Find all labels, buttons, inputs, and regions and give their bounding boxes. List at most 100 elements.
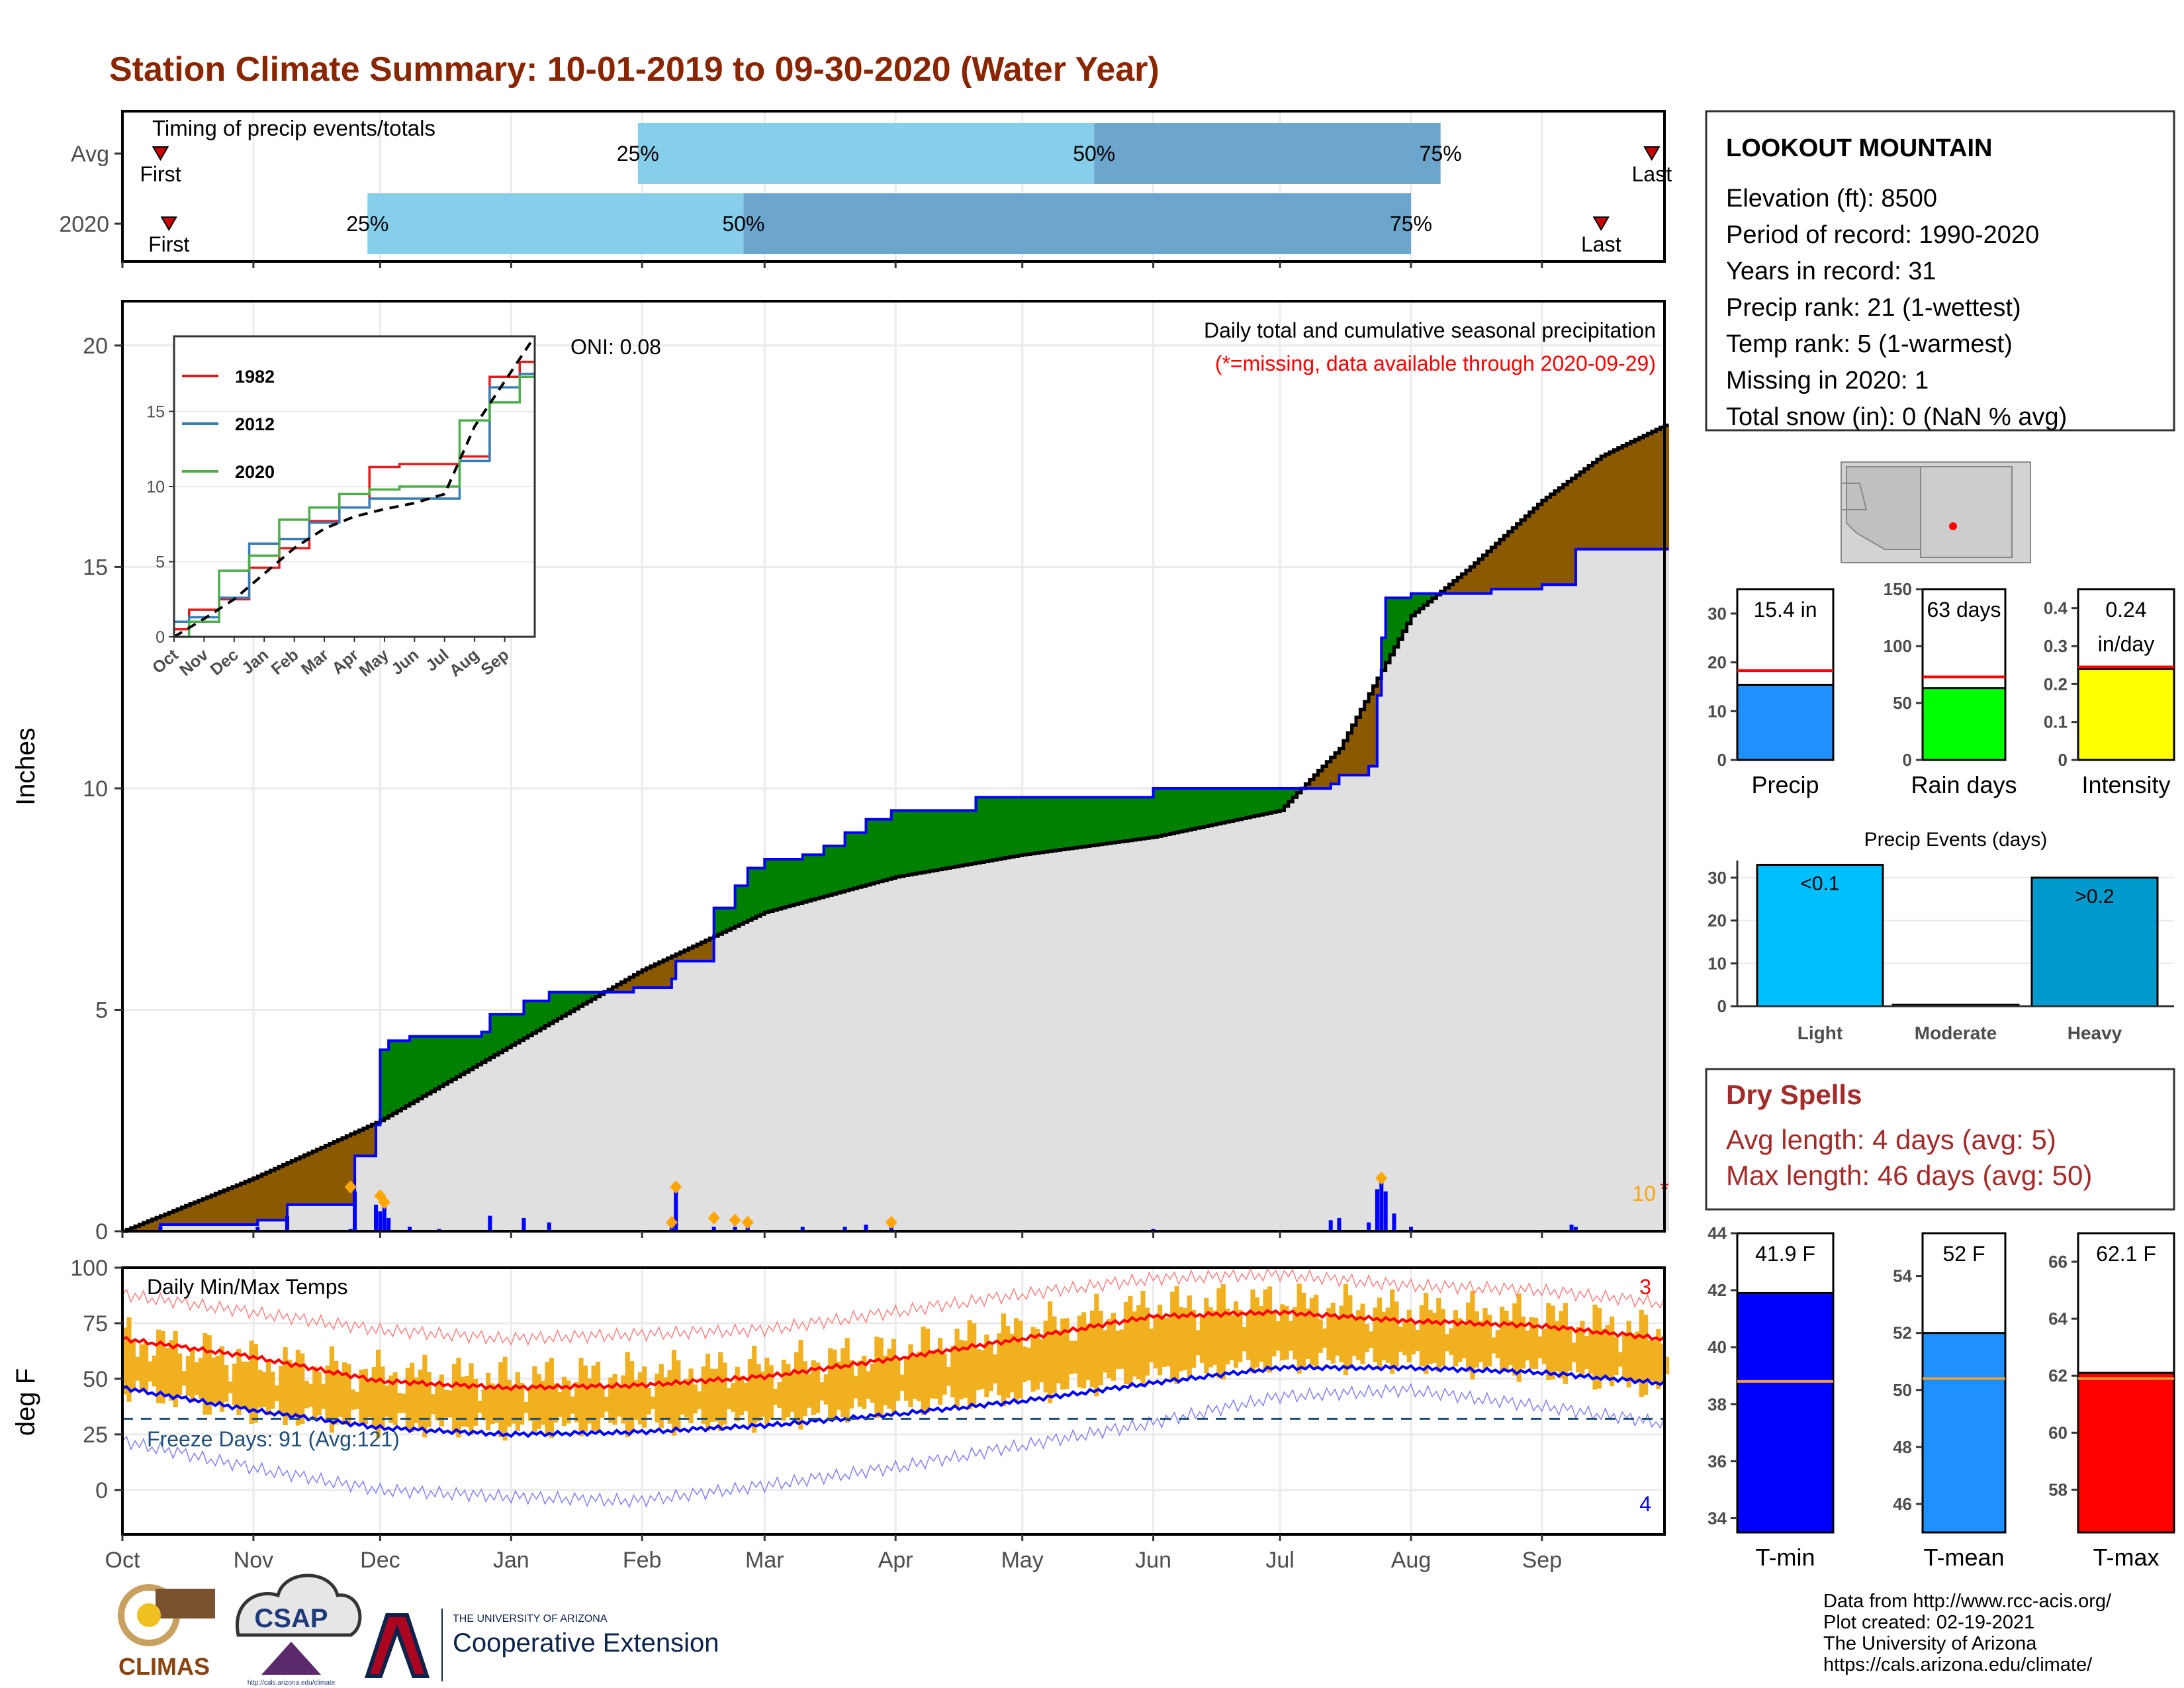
temps-ytick-label: 50 [83,1367,108,1392]
precip-below-avg-fill [1643,435,1649,549]
daily-precip-bar [800,1227,805,1231]
precip-below-avg-fill [249,1180,254,1225]
precip-above-avg-fill [1005,797,1011,858]
precip-base-fill [266,1220,271,1231]
daily-temp-range-bar [224,1365,229,1402]
daily-temp-range-bar [756,1364,761,1422]
precip-base-fill [899,876,905,1231]
daily-temp-range-bar [1525,1331,1530,1361]
daily-temp-range-bar [1470,1290,1475,1380]
daily-temp-range-bar [1220,1284,1226,1380]
daily-temp-range-bar [790,1372,795,1412]
daily-temp-range-bar [1500,1307,1505,1373]
precip-below-avg-fill [1660,427,1665,549]
precip-above-avg-fill [422,1036,428,1097]
timing-bar-q25-q50 [367,193,744,254]
precip-base-fill [798,903,803,1231]
precip-above-avg-fill [1111,797,1116,843]
precip-above-avg-fill [819,855,825,898]
precip-base-fill [473,1067,478,1231]
daily-temp-range-bar [291,1366,296,1415]
precip-below-avg-fill [295,1158,300,1205]
precip-above-avg-fill [1068,797,1073,849]
precip-base-fill [173,1224,178,1231]
precip-above-avg-fill [972,810,977,864]
precip-above-avg-fill [1043,797,1048,852]
precip-below-avg-fill [701,942,706,961]
daily-temp-range-bar [616,1387,622,1417]
daily-temp-range-bar [621,1375,626,1424]
daily-temp-range-bar [334,1360,339,1425]
precip-base-fill [388,1115,394,1231]
daily-temp-range-bar [485,1372,491,1430]
extreme-precip-marker [670,1180,682,1194]
precip-below-avg-fill [341,1137,347,1205]
daily-temp-range-bar [866,1371,871,1399]
daily-temp-range-bar [938,1338,943,1405]
daily-temp-range-bar [359,1370,364,1423]
precip-base-fill [1263,814,1268,1231]
daily-temp-range-bar [811,1360,816,1415]
precip-above-avg-fill [1216,788,1222,824]
precip-above-avg-fill [731,908,736,929]
daily-precip-bar [378,1211,383,1231]
precip-above-avg-fill [515,1014,520,1043]
daily-temp-range-bar [659,1364,664,1429]
precip-above-avg-fill [811,855,816,900]
precip-base-fill [958,866,964,1231]
precip_bar-ytick-label: 0 [1717,750,1727,770]
precip-base-fill [1242,818,1247,1231]
precip-base-fill [1622,549,1627,1231]
precip-base-fill [1398,639,1403,1231]
daily-temp-range-bar [1402,1321,1408,1356]
precip-above-avg-fill [435,1036,440,1090]
precip_bar-value-bar [1736,683,1835,761]
precip-base-fill [1630,549,1635,1231]
precip-above-avg-fill [1056,797,1061,851]
precip-above-avg-fill [1280,788,1285,811]
precip-base-fill [979,862,985,1231]
daily-temp-range-bar [1364,1324,1369,1352]
precip-base-fill [731,928,736,1231]
precip-base-fill [414,1101,419,1231]
daily-temp-range-bar [574,1382,580,1423]
precip-below-avg-fill [139,1224,144,1231]
precip-above-avg-fill [465,1036,470,1072]
precip-above-avg-fill [1140,797,1146,839]
daily-temp-range-bar [1449,1328,1454,1356]
precip-base-fill [663,988,668,1231]
daily-temp-range-bar [1529,1317,1534,1370]
daily-temp-range-bar [929,1351,934,1399]
daily-temp-range-bar [1073,1340,1078,1374]
precip-below-avg-fill [287,1162,292,1205]
daily-temp-range-bar [676,1360,681,1429]
precip-base-fill [308,1204,313,1231]
precip-above-avg-fill [933,810,938,870]
tmin_bar-ytick-label: 44 [1707,1223,1727,1243]
daily-temp-range-bar [1584,1336,1589,1370]
daily-temp-range-bar [1639,1309,1644,1397]
daily-temp-range-bar [933,1349,938,1399]
precip-base-fill [1512,588,1518,1231]
footer: Data from http://www.rcc-acis.org/Plot c… [118,1573,2112,1687]
daily-temp-range-bar [1601,1329,1606,1378]
precip-below-avg-fill [616,984,621,992]
daily-temp-range-bar [963,1340,968,1398]
dry-spells-box: Dry Spells Avg length: 4 days (avg: 5) Max… [1705,1068,2175,1211]
precip-above-avg-fill [1128,797,1133,841]
temps-xtick-label: Feb [623,1548,662,1573]
precip-base-fill [1555,585,1560,1231]
daily-temp-range-bar [1424,1293,1429,1374]
station-location-dot [1949,522,1957,530]
daily-temp-range-bar [844,1338,850,1423]
daily-temp-range-bar [587,1378,592,1424]
precip-above-avg-fill [1157,788,1162,837]
daily-temp-range-bar [625,1352,630,1438]
events-ytick-label: 0 [1717,996,1727,1016]
daily-temp-range-bar [1271,1312,1277,1357]
daily-temp-range-bar [1479,1321,1484,1362]
precip-above-avg-fill [1022,797,1027,855]
daily-temp-range-bar [832,1349,837,1418]
intensity_bar-value-unit: in/day [2098,632,2154,656]
